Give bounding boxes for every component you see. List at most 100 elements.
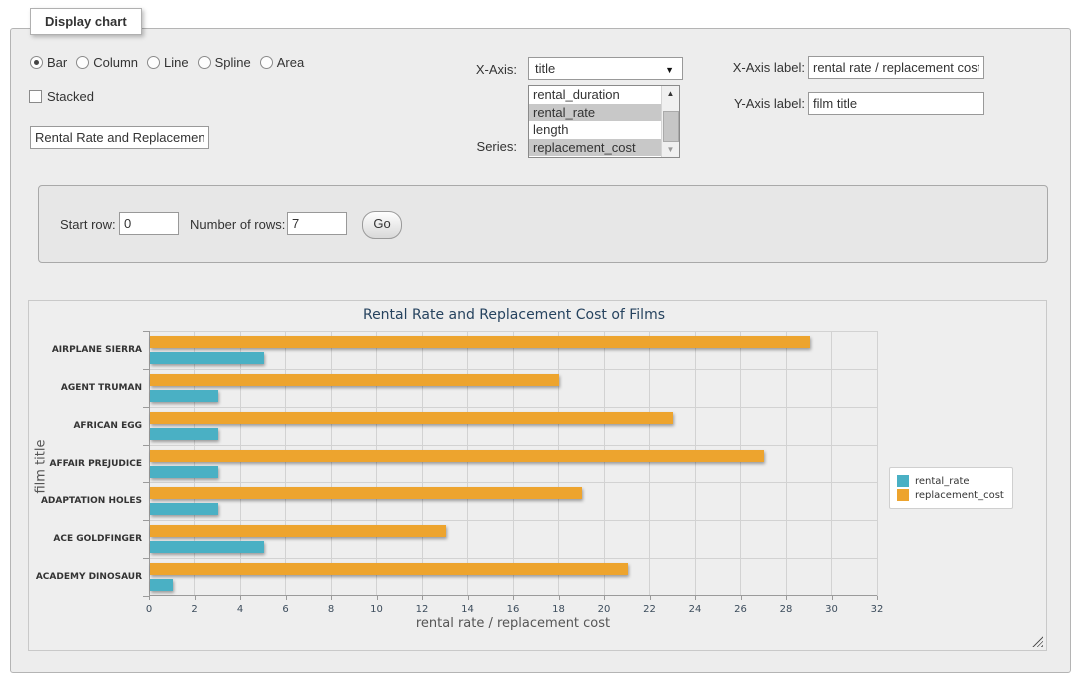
radio-icon[interactable] — [147, 56, 161, 69]
radio-icon[interactable] — [197, 56, 211, 69]
x-tick-label: 24 — [688, 604, 702, 615]
y-gridline — [149, 520, 877, 522]
chart-container: Rental Rate and Replacement Cost of Film… — [28, 300, 1047, 651]
x-tick-label: 8 — [327, 604, 335, 615]
category-label: AFFAIR PREJUDICE — [49, 458, 142, 469]
x-tick-mark — [740, 596, 742, 600]
x-tick-label: 22 — [643, 604, 656, 615]
chart-type-radio-column[interactable]: Column — [76, 55, 138, 70]
bar-rental_rate[interactable] — [150, 389, 219, 402]
bar-rental_rate[interactable] — [150, 541, 264, 554]
legend-item-rental_rate[interactable]: rental_rate — [897, 475, 1004, 487]
y-gridline — [149, 558, 877, 560]
chart-type-radio-area[interactable]: Area — [259, 55, 305, 70]
resize-handle-icon[interactable] — [1032, 636, 1043, 647]
y-tick-mark — [143, 520, 149, 522]
row-controls-panel — [38, 185, 1048, 263]
y-tick-mark — [143, 331, 149, 332]
stacked-label: Stacked — [47, 89, 94, 104]
series-option-rental_rate[interactable]: rental_rate — [529, 103, 662, 121]
chart-type-label: Line — [164, 55, 189, 70]
category-label: ACE GOLDFINGER — [53, 534, 142, 545]
y-tick-mark — [143, 406, 149, 408]
category-label: AGENT TRUMAN — [60, 382, 142, 393]
x-tick-mark — [467, 596, 469, 600]
series-option-replacement_cost[interactable]: replacement_cost — [529, 138, 662, 156]
x-tick-mark — [240, 596, 241, 600]
bar-replacement_cost[interactable] — [150, 411, 674, 424]
series-listbox[interactable]: rental_duration rental_rate length replacem… — [528, 85, 680, 158]
x-tick-label: 14 — [461, 604, 474, 615]
number-of-rows-input[interactable] — [287, 212, 347, 235]
y-tick-mark — [143, 368, 149, 370]
x-axis-selected-value: title — [535, 61, 556, 76]
scrollbar-thumb[interactable] — [663, 111, 679, 142]
bar-replacement_cost[interactable] — [150, 449, 765, 462]
x-axis-label-input[interactable] — [808, 56, 984, 79]
legend-item-replacement_cost[interactable]: replacement_cost — [897, 489, 1004, 501]
y-axis-title: film title — [33, 439, 49, 494]
chart-type-radio-spline[interactable]: Spline — [197, 55, 251, 70]
x-gridline — [239, 331, 241, 596]
category-label: AIRPLANE SIERRA — [51, 345, 142, 355]
x-gridline — [467, 331, 468, 596]
bar-rental_rate[interactable] — [150, 503, 219, 516]
x-tick-label: 12 — [415, 604, 429, 615]
bar-replacement_cost[interactable] — [150, 487, 583, 500]
series-listbox-label: Series: — [476, 139, 517, 154]
chart-type-radio-group: Bar Column Line Spline Area — [30, 55, 313, 70]
bar-replacement_cost[interactable] — [150, 525, 446, 538]
bar-rental_rate[interactable] — [150, 465, 219, 478]
x-tick-mark — [149, 596, 150, 600]
go-button[interactable]: Go — [362, 211, 402, 239]
bar-rental_rate[interactable] — [150, 352, 264, 364]
x-tick-mark — [285, 596, 287, 600]
stacked-checkbox-row[interactable]: Stacked — [29, 89, 94, 104]
x-tick-label: 10 — [370, 604, 383, 615]
series-option-length[interactable]: length — [533, 122, 569, 137]
x-gridline — [285, 331, 286, 596]
x-tick-mark — [604, 596, 605, 600]
legend-label: replacement_cost — [915, 489, 1004, 501]
listbox-scrollbar[interactable]: ▲ ▼ — [661, 86, 679, 157]
bar-replacement_cost[interactable] — [150, 373, 560, 386]
bar-rental_rate[interactable] — [150, 579, 173, 592]
x-tick-mark — [422, 596, 423, 600]
chart-type-label: Column — [93, 55, 139, 70]
chart-type-radio-bar[interactable]: Bar — [30, 55, 67, 70]
chart-type-radio-line[interactable]: Line — [147, 55, 189, 70]
x-tick-label: 2 — [191, 604, 198, 615]
chevron-down-icon: ▼ — [665, 65, 674, 75]
start-row-input[interactable] — [119, 212, 179, 235]
legend-label: rental_rate — [915, 475, 970, 487]
y-gridline — [149, 368, 877, 370]
chart-title-input[interactable] — [30, 126, 209, 149]
y-axis-label-label: Y-Axis label: — [733, 96, 805, 111]
x-gridline — [512, 331, 514, 596]
chart-title: Rental Rate and Replacement Cost of Film… — [362, 307, 666, 323]
scroll-up-icon[interactable]: ▲ — [662, 86, 679, 101]
x-gridline — [740, 331, 741, 596]
x-axis-label-label: X-Axis label: — [732, 60, 805, 75]
x-gridline — [785, 331, 787, 596]
start-row-label: Start row: — [60, 217, 116, 232]
bar-replacement_cost[interactable] — [150, 336, 810, 348]
x-tick-mark — [877, 596, 878, 600]
x-gridline — [831, 331, 832, 596]
radio-icon[interactable] — [259, 56, 273, 69]
radio-icon[interactable] — [76, 56, 90, 69]
y-axis-label-input[interactable] — [808, 92, 984, 115]
bar-replacement_cost[interactable] — [150, 563, 628, 576]
bar-rental_rate[interactable] — [150, 427, 219, 440]
chart-type-label: Area — [276, 55, 305, 70]
stacked-checkbox[interactable] — [29, 90, 42, 103]
x-axis-select-label: X-Axis: — [475, 62, 517, 77]
x-gridline — [330, 331, 332, 596]
x-axis-select[interactable]: title ▼ — [528, 57, 683, 80]
series-option-rental_duration[interactable]: rental_duration — [533, 87, 620, 102]
x-tick-label: 26 — [734, 604, 747, 615]
radio-icon[interactable] — [30, 56, 43, 69]
scroll-down-icon[interactable]: ▼ — [662, 142, 679, 157]
x-tick-mark — [695, 596, 696, 600]
